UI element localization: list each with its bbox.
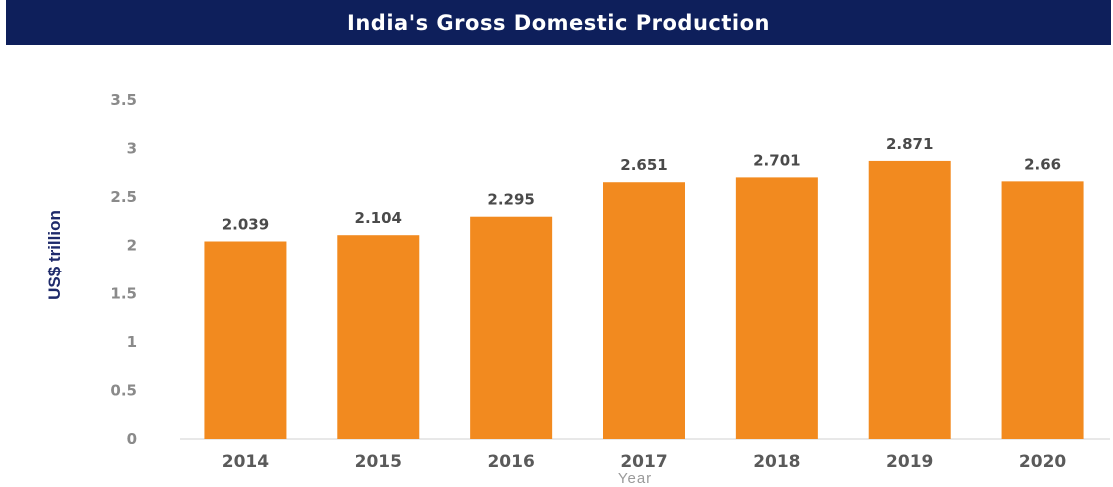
x-axis-label: Year	[617, 470, 653, 487]
chart-title-bar: India's Gross Domestic Production	[6, 0, 1111, 45]
y-tick-label: 3	[127, 139, 137, 157]
bar	[337, 235, 420, 439]
y-tick-label: 3.5	[110, 91, 137, 109]
bar	[204, 241, 287, 439]
x-tick-label: 2014	[222, 452, 269, 472]
bar	[470, 216, 553, 439]
bar	[868, 160, 951, 439]
x-tick-label: 2020	[1019, 452, 1066, 472]
x-tick-label: 2019	[886, 452, 933, 472]
x-tick-label: 2017	[620, 452, 667, 472]
y-tick-label: 2.5	[110, 188, 137, 206]
chart-title: India's Gross Domestic Production	[347, 10, 770, 35]
bar	[735, 177, 818, 439]
y-tick-label: 2	[127, 236, 137, 254]
bar	[1001, 181, 1084, 440]
bar-value-label: 2.039	[222, 216, 269, 234]
bar-value-label: 2.701	[753, 151, 800, 169]
x-tick-label: 2016	[487, 452, 534, 472]
bar	[603, 182, 685, 439]
bar-value-label: 2.66	[1024, 155, 1061, 173]
y-tick-label: 1.5	[110, 285, 137, 303]
y-axis-label: US$ trillion	[45, 210, 64, 300]
bar-value-label: 2.104	[355, 209, 402, 227]
bar-value-label: 2.651	[620, 156, 667, 174]
bar-value-label: 2.295	[487, 191, 534, 209]
y-tick-label: 0.5	[110, 382, 137, 400]
x-tick-label: 2018	[753, 452, 800, 472]
bar-value-label: 2.871	[886, 135, 933, 153]
y-tick-label: 1	[127, 333, 137, 351]
x-tick-label: 2015	[355, 452, 402, 472]
y-tick-label: 0	[127, 430, 137, 448]
